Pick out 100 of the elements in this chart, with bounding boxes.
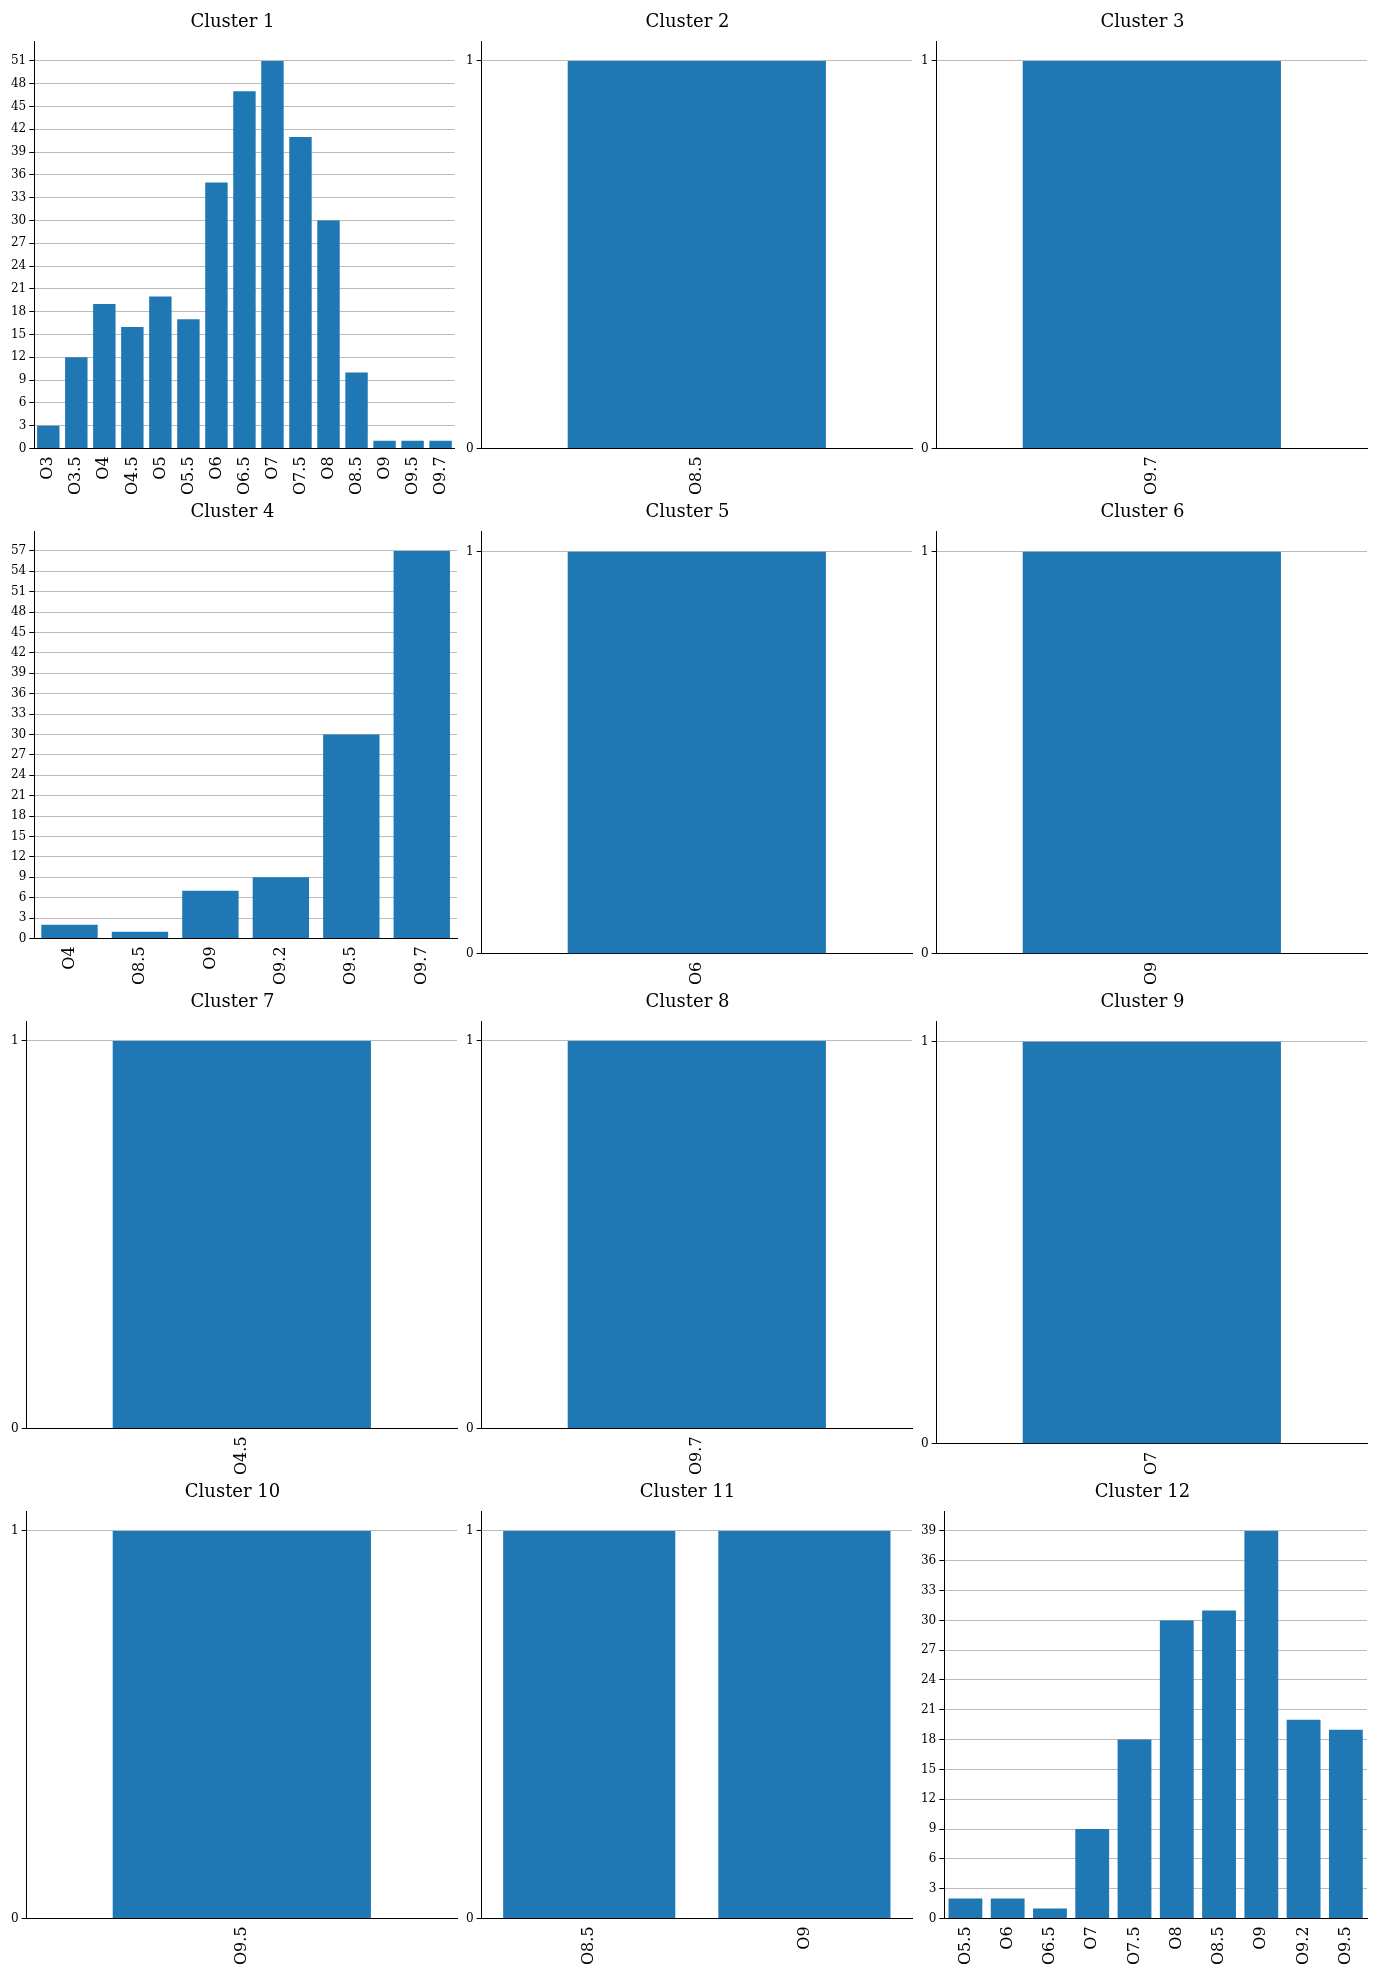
x-tick-label: O7.5 <box>1123 1926 1143 1965</box>
bar <box>1117 1739 1152 1918</box>
y-tick-label: 0 <box>465 945 474 960</box>
x-tick-label: O9.7 <box>1140 456 1160 495</box>
bar <box>37 425 60 448</box>
y-tick-label: 45 <box>10 98 27 113</box>
y-tick-label: 0 <box>920 440 929 455</box>
chart-title: Cluster 5 <box>645 500 730 522</box>
y-tick-label: 3 <box>928 1880 937 1895</box>
x-tick-label: O8.5 <box>685 456 705 495</box>
y-tick-label: 0 <box>920 1435 929 1450</box>
bar <box>1244 1530 1279 1918</box>
x-tick-label: O3 <box>37 456 57 480</box>
bar <box>149 296 172 448</box>
x-tick-label: O9.5 <box>340 946 360 985</box>
bar <box>233 91 256 448</box>
y-tick-label: 36 <box>920 1552 937 1567</box>
chart-title: Cluster 10 <box>184 1480 281 1502</box>
y-tick-label: 12 <box>10 349 27 364</box>
x-tick-label: O5.5 <box>954 1926 974 1965</box>
x-tick-label: O4.5 <box>121 456 141 495</box>
x-tick-label: O5 <box>149 456 169 480</box>
x-tick-label: O6 <box>685 961 705 985</box>
y-tick-label: 27 <box>10 235 27 250</box>
bar <box>41 924 98 938</box>
y-tick-label: 1 <box>465 1033 474 1048</box>
y-tick-label: 27 <box>10 747 27 762</box>
y-tick-label: 6 <box>928 1850 937 1865</box>
chart-title: Cluster 1 <box>190 10 275 32</box>
y-tick-label: 21 <box>920 1701 937 1716</box>
y-tick-label: 12 <box>10 848 27 863</box>
x-tick-label: O9.7 <box>429 456 449 495</box>
y-tick-label: 1 <box>920 53 929 68</box>
y-tick-label: 15 <box>10 326 27 341</box>
bar <box>317 220 340 448</box>
y-tick-label: 12 <box>920 1791 937 1806</box>
y-tick-label: 0 <box>10 1910 19 1925</box>
chart-title: Cluster 2 <box>645 10 730 32</box>
y-tick-label: 30 <box>920 1612 937 1627</box>
y-tick-label: 18 <box>920 1731 937 1746</box>
y-tick-label: 0 <box>465 440 474 455</box>
x-tick-label: O9.5 <box>230 1926 250 1965</box>
y-tick-label: 42 <box>10 121 27 136</box>
bar <box>1328 1729 1363 1918</box>
y-tick-label: 1 <box>10 1523 19 1538</box>
x-tick-label: O4 <box>93 456 113 480</box>
x-tick-label: O9 <box>199 946 219 970</box>
y-tick-label: 30 <box>10 212 27 227</box>
y-tick-label: 24 <box>10 258 27 273</box>
x-tick-label: O9.5 <box>1335 1926 1355 1965</box>
bar <box>261 60 284 448</box>
x-tick-label: O7 <box>1140 1451 1160 1475</box>
bar <box>93 304 116 448</box>
y-tick-label: 0 <box>18 440 27 455</box>
y-tick-label: 3 <box>18 910 27 925</box>
x-tick-label: O6.5 <box>233 456 253 495</box>
x-tick-label: O9 <box>1140 961 1160 985</box>
y-tick-label: 21 <box>10 787 27 802</box>
y-tick-label: 57 <box>10 543 27 558</box>
chart-title: Cluster 7 <box>190 990 275 1012</box>
x-tick-label: O8.5 <box>578 1926 598 1965</box>
x-tick-label: O9.7 <box>685 1436 705 1475</box>
bar <box>1159 1620 1194 1918</box>
chart-title: Cluster 3 <box>1100 10 1185 32</box>
y-tick-label: 1 <box>465 1523 474 1538</box>
x-tick-label: O6 <box>205 456 225 480</box>
y-tick-label: 1 <box>920 1033 929 1048</box>
y-tick-label: 9 <box>18 869 27 884</box>
bar <box>252 877 310 938</box>
bar <box>121 326 144 448</box>
y-tick-label: 27 <box>920 1642 937 1657</box>
y-tick-label: 0 <box>920 945 929 960</box>
y-tick-label: 1 <box>920 543 929 558</box>
chart-title: Cluster 11 <box>639 1480 736 1502</box>
x-tick-label: O7 <box>1081 1926 1101 1950</box>
bar <box>65 357 88 448</box>
y-tick-label: 15 <box>10 828 27 843</box>
chart-title: Cluster 4 <box>190 500 275 522</box>
y-tick-label: 1 <box>465 543 474 558</box>
y-tick-label: 51 <box>10 583 27 598</box>
x-tick-label: O8 <box>317 456 337 480</box>
bar <box>177 319 200 448</box>
x-tick-label: O9.2 <box>270 946 290 985</box>
x-tick-label: O7.5 <box>289 456 309 495</box>
x-tick-label: O8 <box>1165 1926 1185 1950</box>
bar <box>401 440 424 448</box>
bar <box>182 890 239 938</box>
y-tick-label: 30 <box>10 726 27 741</box>
y-tick-label: 33 <box>920 1582 937 1597</box>
bar <box>323 734 380 938</box>
chart-title: Cluster 6 <box>1100 500 1185 522</box>
y-tick-label: 36 <box>10 685 27 700</box>
x-tick-label: O9.2 <box>1292 1926 1312 1965</box>
y-tick-label: 0 <box>10 1420 19 1435</box>
y-tick-label: 39 <box>10 665 27 680</box>
x-tick-label: O8.5 <box>129 946 149 985</box>
y-tick-label: 1 <box>10 1033 19 1048</box>
y-tick-label: 0 <box>465 1910 474 1925</box>
y-tick-label: 15 <box>920 1761 937 1776</box>
y-tick-label: 54 <box>10 563 27 578</box>
